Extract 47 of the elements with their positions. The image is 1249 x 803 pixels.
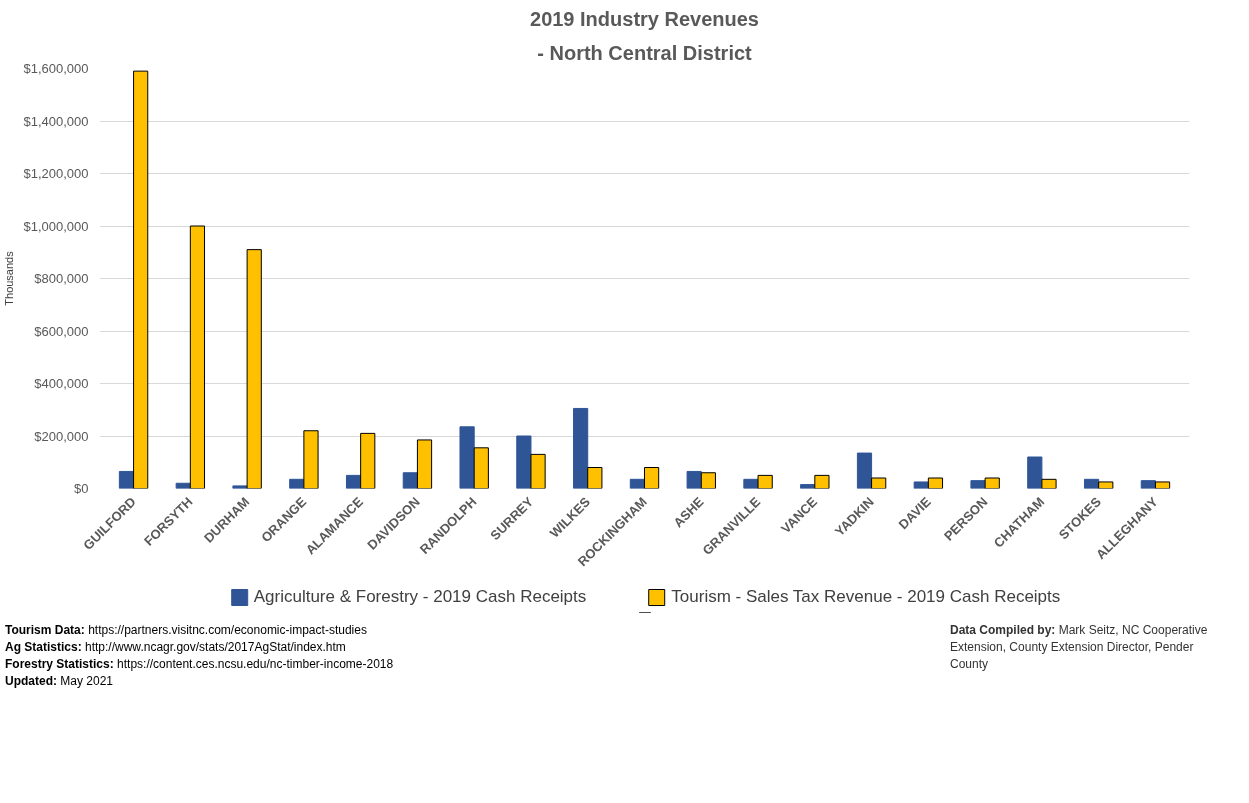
bar: [1154, 481, 1171, 489]
bar: [700, 472, 716, 489]
legend-label: Agriculture & Forestry - 2019 Cash Receipts: [253, 587, 587, 607]
bar: [814, 474, 830, 489]
chart-subtitle: - North Central District: [537, 41, 753, 64]
bar: [416, 439, 433, 489]
bar: [246, 249, 262, 489]
bar: [856, 452, 873, 489]
y-tick-label: $1,200,000: [23, 166, 89, 181]
bar: [516, 435, 532, 489]
bar: [573, 407, 589, 489]
y-axis-title: Thousands: [3, 250, 16, 306]
y-tick-label: $1,000,000: [23, 218, 89, 234]
y-tick-label: $600,000: [34, 323, 89, 339]
bar: [1027, 456, 1043, 489]
bar: [871, 477, 887, 489]
text: Tourism Data: https://partners.visitnc.com/economic-impact-studies: [5, 623, 367, 637]
bar: [303, 430, 319, 489]
y-tick-label: $1,400,000: [23, 113, 89, 129]
y-tick-label: $200,000: [34, 428, 89, 444]
text: Ag Statistics: http://www.ncagr.gov/stats/2017AgStat/index.htm: [5, 640, 346, 655]
bar: [927, 477, 944, 489]
bar: [757, 474, 773, 489]
bar: [133, 70, 149, 489]
y-tick-label: $1,600,000: [23, 61, 89, 76]
y-tick-label: $400,000: [34, 376, 89, 391]
bar: [1098, 481, 1114, 489]
text: Updated: May 2021: [5, 674, 114, 689]
bar: [402, 472, 418, 489]
bar: [1140, 480, 1156, 489]
bar: [459, 426, 475, 489]
bar: [530, 453, 546, 489]
text: Forestry Statistics: https://content.ces.ncsu.edu/nc-timber-income-2018: [5, 657, 394, 672]
bar: [686, 470, 702, 489]
bar: [644, 467, 660, 489]
bar: [189, 225, 206, 489]
bar: [360, 432, 376, 489]
bar: [1041, 478, 1057, 489]
bar: [587, 467, 603, 489]
y-tick-label: $800,000: [34, 271, 89, 286]
chart-title: 2019 Industry Revenues: [530, 7, 759, 30]
text: Data Compiled by: Mark Seitz, NC Cooperative Extension, County Extension Director, Pender County: [950, 622, 1209, 674]
bar: [473, 447, 489, 489]
bar: [984, 477, 1000, 489]
y-tick-label: $0: [74, 481, 89, 496]
legend-label: Tourism - Sales Tax Revenue - 2019 Cash Receipts: [671, 587, 1061, 607]
bar: [913, 481, 929, 489]
